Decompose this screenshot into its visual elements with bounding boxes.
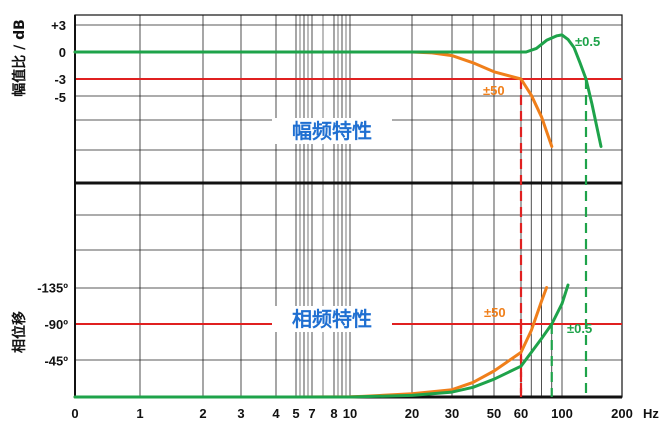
y-tick-labels: +3 0 -3 -5 -135º -90º -45º (37, 18, 68, 369)
x-tick-label: 50 (487, 406, 501, 421)
amplitude-ylabel: 幅值比 / dB (11, 19, 28, 97)
x-tick-label: 0 (71, 406, 78, 421)
x-tick-label: 20 (405, 406, 419, 421)
x-tick-label: 2 (199, 406, 206, 421)
x-tick-label: 7 (308, 406, 315, 421)
phase-ylabel: 相位移 (11, 311, 28, 353)
x-tick-label: 3 (237, 406, 244, 421)
amp-y-tick-label: +3 (51, 18, 66, 33)
amp-y-tick-label: -3 (54, 72, 66, 87)
x-unit-label: Hz (643, 406, 659, 421)
x-tick-label: 10 (343, 406, 357, 421)
amplitude-title-bg (272, 118, 392, 144)
x-tick-labels: 0 1 2 3 4 5 7 8 10 20 30 50 60 100 200 (71, 406, 632, 421)
markers (519, 79, 588, 397)
x-tick-label: 4 (272, 406, 280, 421)
phase-title: 相频特性 (292, 307, 372, 331)
x-tick-label: 1 (136, 406, 143, 421)
amp-orange-label: ±50 (483, 83, 505, 98)
curves (73, 33, 603, 399)
phase-series-0 (73, 286, 549, 399)
phase-series-1 (73, 283, 570, 399)
phase-y-tick-label: -135º (37, 281, 68, 296)
x-tick-label: 200 (611, 406, 633, 421)
amp-green-label: ±0.5 (575, 34, 600, 49)
amp-y-tick-label: -5 (54, 90, 66, 105)
amp-series-1 (73, 33, 603, 148)
x-tick-label: 100 (551, 406, 573, 421)
x-tick-label: 8 (330, 406, 337, 421)
phase-y-tick-label: -90º (44, 317, 68, 332)
x-tick-label: 60 (514, 406, 528, 421)
x-tick-label: 30 (445, 406, 459, 421)
amp-y-tick-label: 0 (59, 45, 66, 60)
phase-title-bg (272, 306, 392, 332)
phase-orange-label: ±50 (484, 305, 506, 320)
x-tick-label: 5 (292, 406, 299, 421)
amplitude-title: 幅频特性 (292, 119, 372, 143)
phase-green-label: ±0.5 (567, 321, 592, 336)
phase-y-tick-label: -45º (44, 354, 68, 369)
